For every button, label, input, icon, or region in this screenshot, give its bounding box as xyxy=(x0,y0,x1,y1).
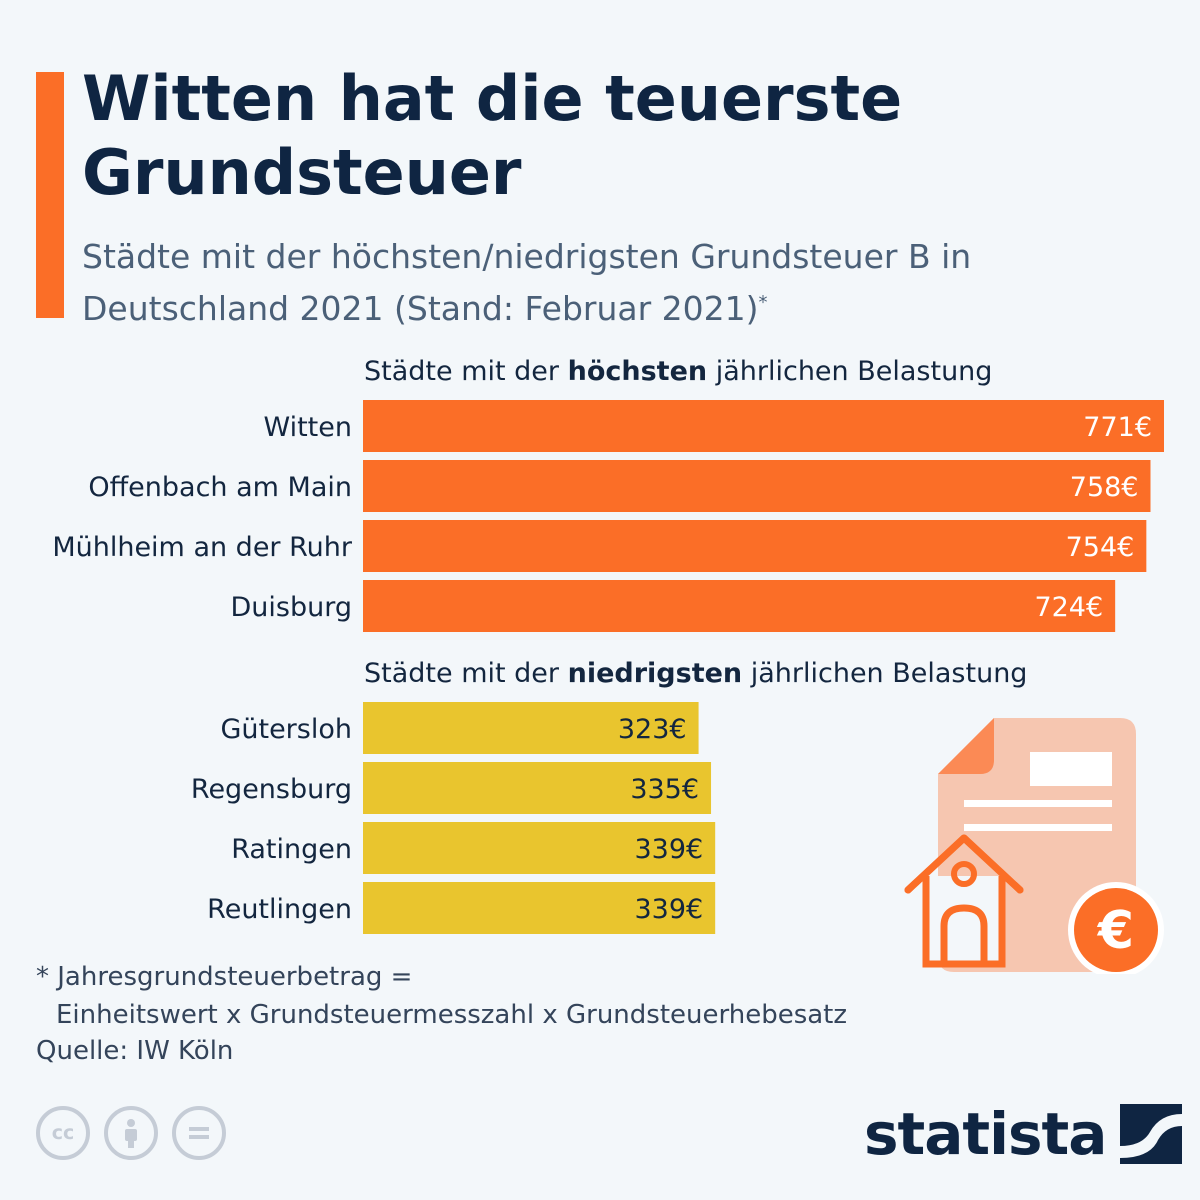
category-label: Reutlingen xyxy=(207,894,352,925)
cc-icon[interactable]: cc xyxy=(36,1106,90,1160)
value-label: 758€ xyxy=(1070,472,1139,503)
section-heading-post: jährlichen Belastung xyxy=(707,356,993,387)
footnote-line-1: * Jahresgrundsteuerbetrag = xyxy=(36,962,413,992)
no-derivatives-icon[interactable] xyxy=(172,1106,226,1160)
section-heading-highest: Städte mit der höchsten jährlichen Belas… xyxy=(364,356,992,387)
bar-duisburg xyxy=(363,580,1116,632)
category-label: Gütersloh xyxy=(220,714,352,745)
value-label: 724€ xyxy=(1034,592,1103,623)
svg-text:€: € xyxy=(1097,901,1134,961)
category-label: Offenbach am Main xyxy=(88,472,352,503)
statista-mark-icon xyxy=(1120,1104,1183,1164)
section-heading-lowest: Städte mit der niedrigsten jährlichen Be… xyxy=(364,658,1027,689)
category-label: Witten xyxy=(263,412,352,443)
subtitle-footnote-mark: * xyxy=(758,292,768,313)
license-icons: cc xyxy=(36,1106,226,1160)
section-heading-post: jährlichen Belastung xyxy=(742,658,1028,689)
tax-document-house-icon: € xyxy=(904,718,1164,974)
bar-reutlingen xyxy=(363,882,716,934)
bar-ratingen xyxy=(363,822,716,874)
value-label: 754€ xyxy=(1066,532,1135,563)
footnote: * Jahresgrundsteuerbetrag = Einheitswert… xyxy=(36,958,847,1034)
section-heading-pre: Städte mit der xyxy=(364,356,568,387)
category-label: Ratingen xyxy=(231,834,352,865)
value-label: 339€ xyxy=(634,834,703,865)
value-label: 335€ xyxy=(630,774,699,805)
page-title: Witten hat die teuerste Grundsteuer xyxy=(82,62,903,209)
bar-regensburg xyxy=(363,762,712,814)
category-label: Mühlheim an der Ruhr xyxy=(52,532,353,563)
bar-witten xyxy=(363,400,1164,452)
attribution-icon[interactable] xyxy=(104,1106,158,1160)
statista-logo[interactable]: statista xyxy=(864,1100,1183,1168)
category-label: Duisburg xyxy=(231,592,353,623)
subtitle-text: Städte mit der höchsten/niedrigsten Grun… xyxy=(82,237,972,328)
source: Quelle: IW Köln xyxy=(36,1036,234,1066)
section-heading-pre: Städte mit der xyxy=(364,658,568,689)
brand-name: statista xyxy=(864,1100,1107,1168)
value-label: 323€ xyxy=(618,714,687,745)
subtitle: Städte mit der höchsten/niedrigsten Grun… xyxy=(82,234,1162,332)
value-label: 339€ xyxy=(634,894,703,925)
bar-offenbach-am-main xyxy=(363,460,1151,512)
section-heading-bold: höchsten xyxy=(567,356,708,387)
footnote-line-2: Einheitswert x Grundsteuermesszahl x Gru… xyxy=(56,1000,848,1030)
accent-bar xyxy=(36,72,64,318)
value-label: 771€ xyxy=(1083,412,1152,443)
bar-gütersloh xyxy=(363,702,699,754)
bar-mühlheim-an-der-ruhr xyxy=(363,520,1147,572)
category-label: Regensburg xyxy=(191,774,352,805)
section-heading-bold: niedrigsten xyxy=(567,658,743,689)
